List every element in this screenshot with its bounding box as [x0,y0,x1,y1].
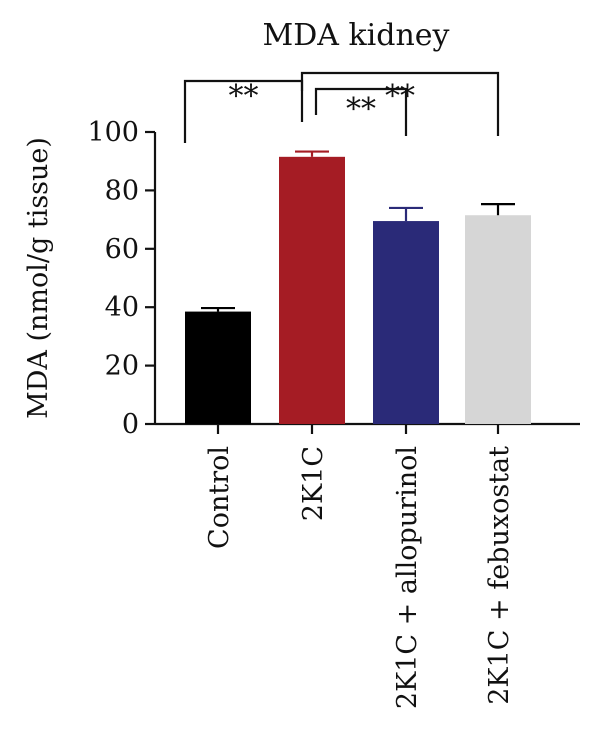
significance-label: ** [385,79,415,114]
y-axis-label: MDA (nmol/g tissue) [23,137,54,419]
significance-brackets: ** ** ** [183,71,500,143]
chart-title: MDA kidney [263,18,450,53]
significance-label: ** [229,79,259,114]
bar [373,221,439,424]
bar [465,215,531,424]
category-label: Control [204,446,235,549]
category-label: 2K1C + febuxostat [484,446,515,705]
significance-label: ** [346,92,376,127]
significance-bracket [300,71,500,136]
y-tick-label: 100 [87,117,139,148]
y-tick-label: 60 [105,234,139,265]
category-label: 2K1C + allopurinol [392,446,423,709]
significance-bracket [183,79,304,143]
bars [185,156,531,424]
y-ticks: 0 20 40 60 80 100 [87,117,155,440]
error-bars [201,150,515,312]
y-tick-label: 80 [105,175,139,206]
category-label: 2K1C [298,446,329,521]
y-tick-label: 0 [122,409,139,440]
y-tick-label: 20 [105,351,139,382]
category-labels: Control 2K1C 2K1C + allopurinol 2K1C + febu… [204,446,515,709]
y-tick-label: 40 [105,292,139,323]
x-ticks [216,424,500,434]
bar [279,156,345,424]
bar [185,311,251,424]
significance-bracket [314,87,408,136]
